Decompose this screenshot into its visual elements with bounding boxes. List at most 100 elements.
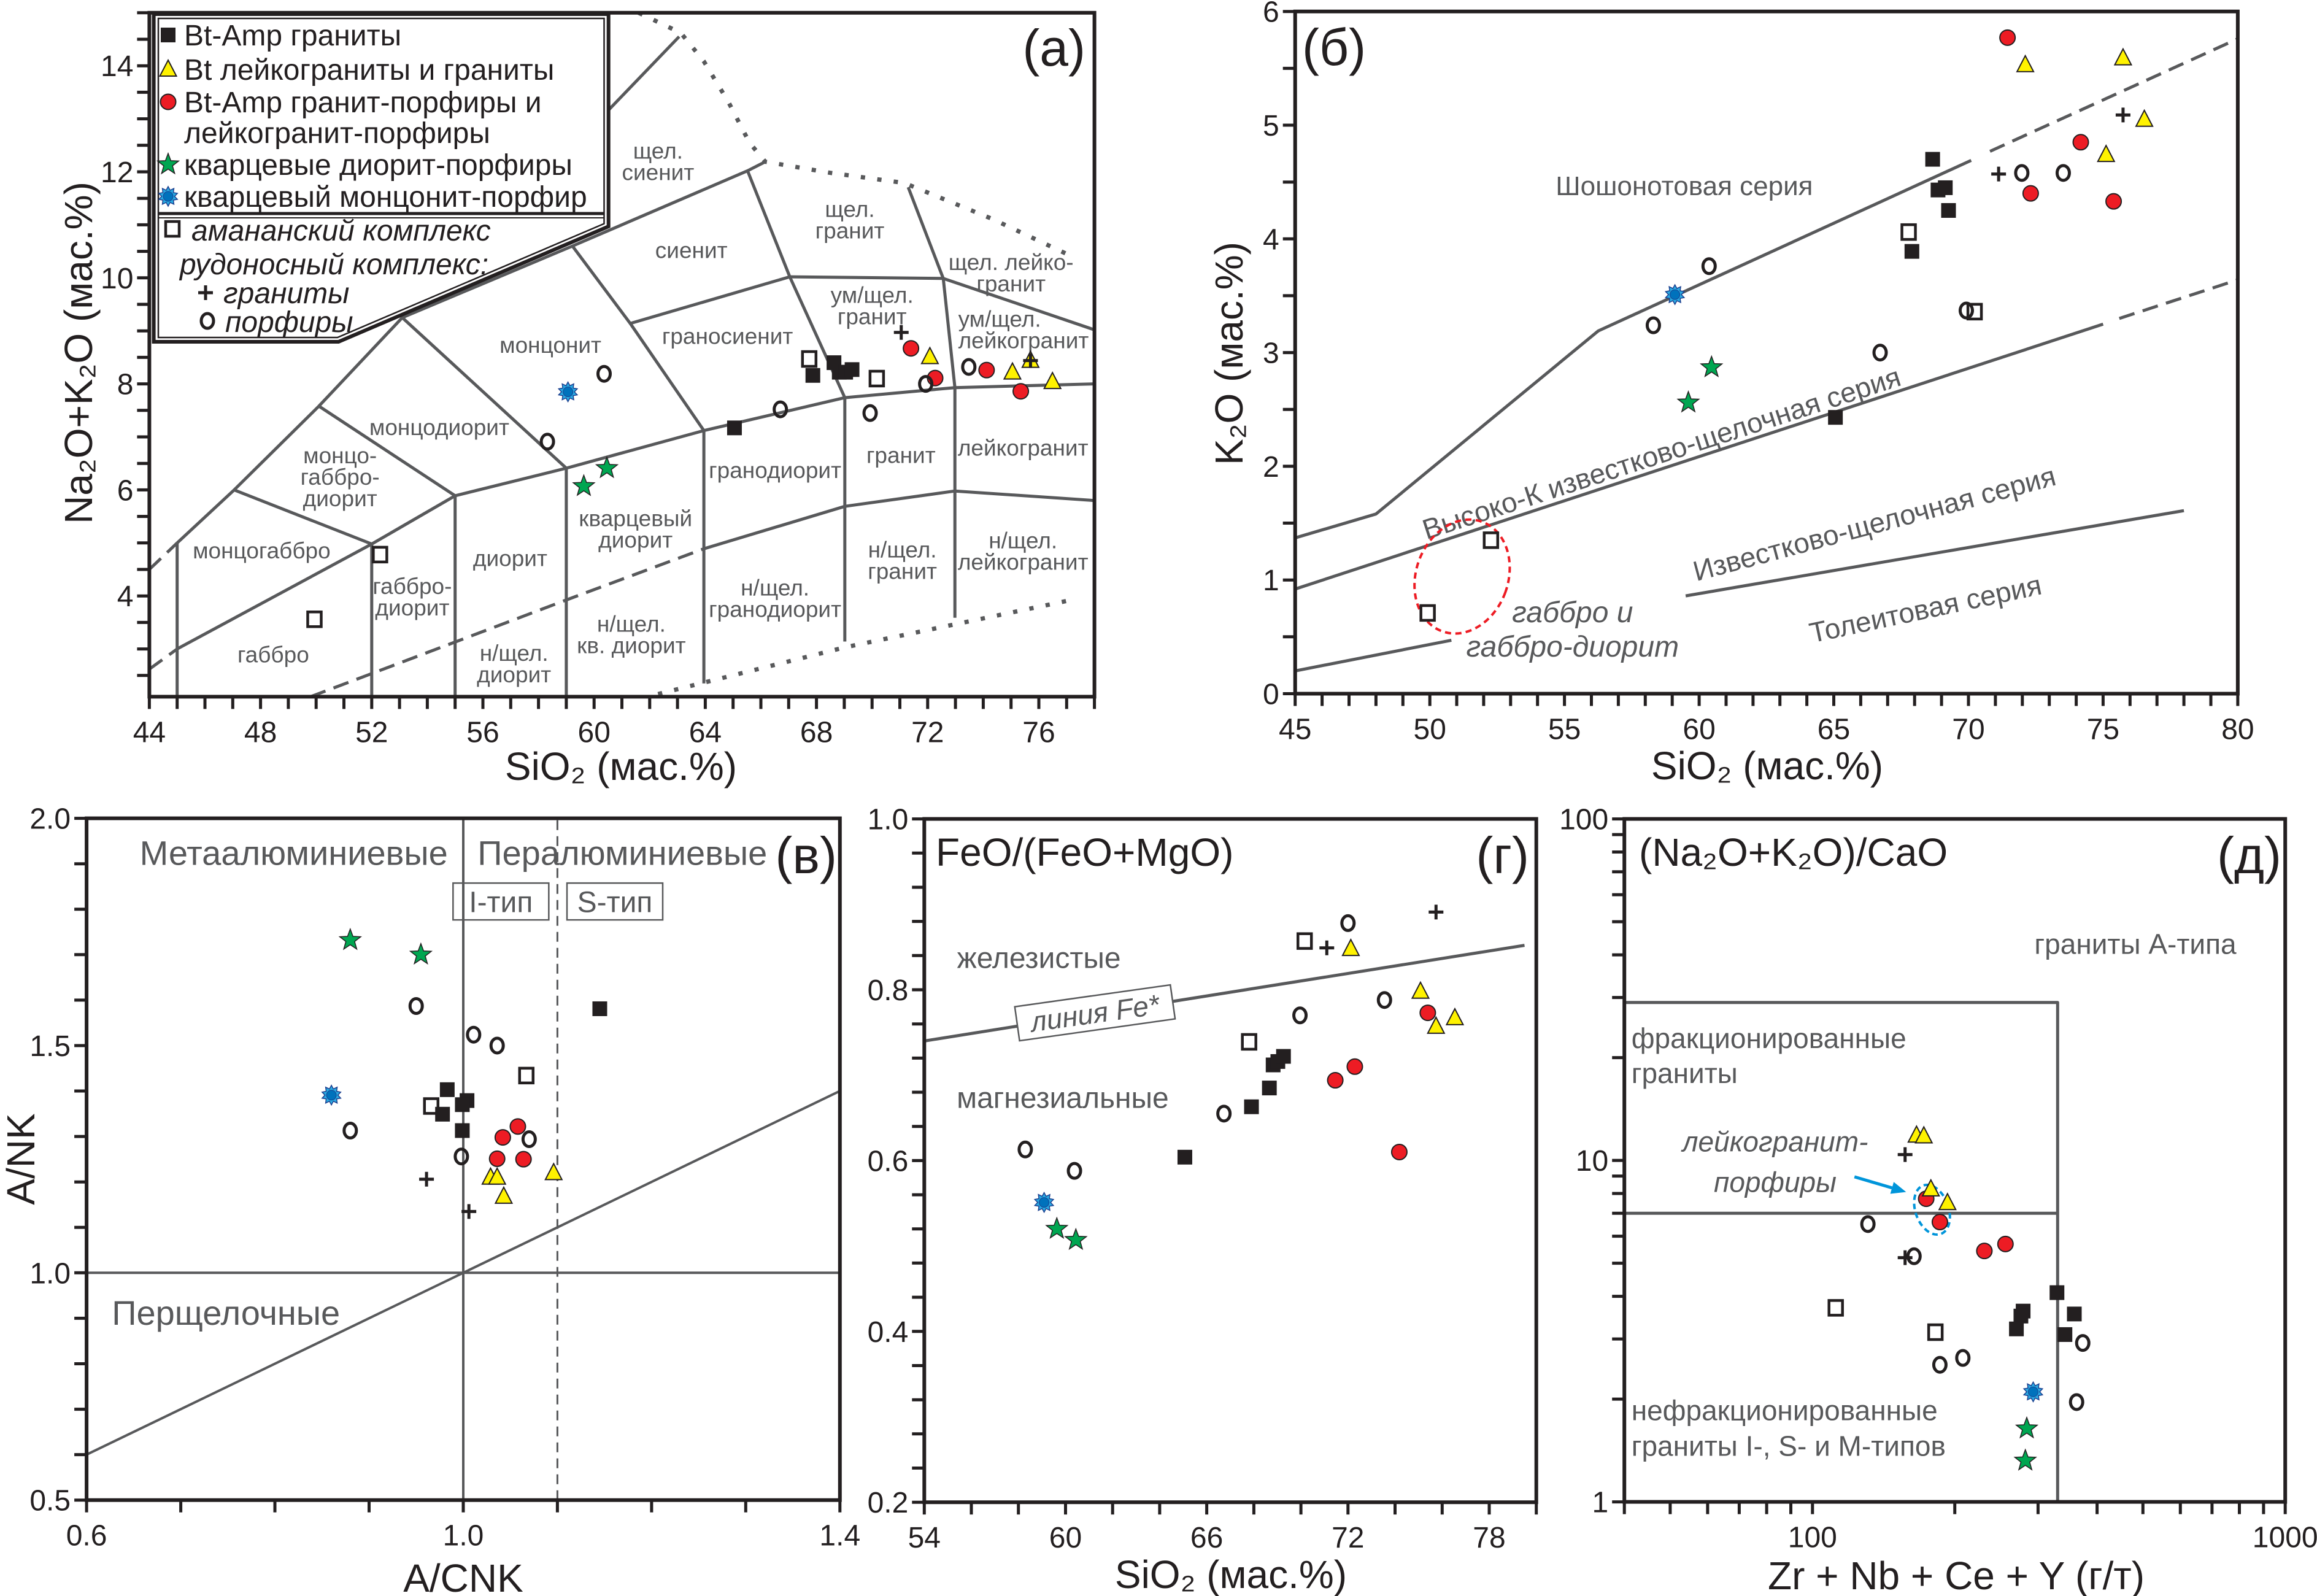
- field-label-text: порфиры: [1714, 1166, 1837, 1198]
- field-label-a-moderate-alk-granite: ум/щел.гранит: [831, 283, 914, 330]
- field-label-text: щел.: [825, 197, 874, 222]
- y-tick-label: 0: [1263, 679, 1279, 711]
- field-label-text: граносиенит: [662, 323, 793, 349]
- field-label-text: сиенит: [622, 160, 695, 185]
- data-point-bt-amp-porphyry: [1999, 29, 2016, 46]
- data-point-ore-porphyry: [1701, 257, 1717, 276]
- x-tick-label: 65: [1818, 714, 1850, 746]
- panel-label: (б): [1302, 18, 1366, 76]
- field-label-text: н/щел.: [741, 576, 809, 601]
- data-point-amanan: [1482, 531, 1500, 549]
- data-point-bt-leucogranite: [544, 1162, 563, 1181]
- data-point-bt-amp-granite: [805, 368, 820, 383]
- field-label-a-low-alk-qtz-diorite: н/щел.кв. диорит: [577, 611, 685, 658]
- data-point-ore-porphyry: [1645, 316, 1661, 334]
- series-bt-leucogranite: [481, 1162, 563, 1204]
- legend-label-continuation: лейкогранит-порфиры: [184, 117, 490, 150]
- field-label-peraluminous: Пералюминиевые: [477, 833, 767, 872]
- x-axis-title: SiO₂ (мас.%): [505, 744, 737, 788]
- series-qtz-diorite-porphyry: [1045, 1216, 1088, 1251]
- data-point-bt-leucogranite: [1914, 1125, 1933, 1144]
- data-point-bt-amp-porphyry: [2105, 193, 2122, 210]
- field-label-text: габбро-диорит: [1467, 631, 1679, 663]
- y-tick-label: 1: [1263, 565, 1279, 597]
- data-point-bt-amp-granite: [1177, 1149, 1192, 1165]
- y-tick-label: 1.0: [29, 1257, 71, 1290]
- data-point-ore-porphyry: [2075, 1334, 2091, 1352]
- field-label-text: гранит: [866, 443, 936, 468]
- data-point-bt-amp-porphyry: [1976, 1243, 1993, 1260]
- legend-label: Bt лейкограниты и граниты: [184, 54, 554, 87]
- data-point-bt-leucogranite: [1043, 371, 1062, 390]
- legend-marker-bt-amp-porphyry-icon: [160, 93, 177, 110]
- data-point-bt-amp-porphyry: [509, 1118, 526, 1135]
- series-ore-porphyry: [1017, 914, 1392, 1180]
- series-qtz-diorite-porphyry: [338, 927, 433, 965]
- field-label-a-granodiorite: гранодиорит: [709, 458, 841, 483]
- data-point-bt-amp-granite: [1904, 244, 1919, 259]
- x-axis-title: SiO₂ (мас.%): [1115, 1552, 1347, 1596]
- y-tick-label: 0.5: [29, 1485, 71, 1517]
- data-point-bt-amp-granite: [2057, 1327, 2073, 1342]
- data-point-qtz-diorite-porphyry: [1064, 1227, 1088, 1251]
- data-point-bt-leucogranite: [1445, 1007, 1465, 1025]
- field-label-text: щел. лейко-: [949, 250, 1074, 275]
- x-tick-label: 72: [911, 716, 944, 749]
- field-label-text: габбро-: [301, 465, 380, 490]
- series-ore-granite: [893, 325, 1038, 368]
- field-label-a-low-alk-diorite: н/щел.диорит: [477, 641, 551, 687]
- data-point-ore-porphyry: [521, 1130, 537, 1149]
- x-tick-label: 64: [689, 716, 722, 749]
- y-tick-label: 6: [117, 474, 134, 507]
- field-label-a-granosyenite: граносиенит: [662, 323, 793, 349]
- data-point-bt-amp-porphyry: [515, 1151, 532, 1168]
- legend-symbol-bt-amp-granite: [161, 28, 175, 42]
- data-point-ore-porphyry: [1216, 1104, 1232, 1123]
- legend-marker-bt-leucogranite-icon: [158, 58, 178, 77]
- field-label-text: н/щел.: [480, 641, 549, 666]
- field-label-text: Перщелочные: [112, 1293, 340, 1332]
- data-point-ore-porphyry: [342, 1121, 358, 1139]
- data-point-bt-amp-granite: [439, 1082, 455, 1097]
- arrow-shaft: [1854, 1175, 1893, 1190]
- data-point-ore-porphyry: [1376, 991, 1392, 1009]
- x-tick-label: 60: [1049, 1522, 1082, 1554]
- axis-ticks: 100 1000 1 10 100: [1559, 804, 2317, 1554]
- panel-title: (Na₂O+K₂O)/CaO: [1639, 830, 1948, 874]
- field-label-a-alk-leucogranite: щел. лейко-гранит: [949, 250, 1074, 296]
- y-tick-label: 0.4: [868, 1316, 909, 1349]
- field-label-text: Метаалюминиевые: [140, 833, 448, 872]
- field-label-text: Шошонотовая серия: [1556, 171, 1813, 201]
- series-qtz-monzonite-porphyry: [557, 381, 579, 403]
- y-tick-label: 1: [1592, 1487, 1608, 1519]
- data-point-bt-amp-granite: [2067, 1306, 2082, 1322]
- field-boundary-solid: [401, 316, 568, 469]
- field-label-text: сиенит: [655, 237, 728, 263]
- data-point-amanan: [306, 611, 323, 628]
- panel-label: (д): [2217, 827, 2281, 884]
- data-point-bt-leucogranite: [920, 346, 939, 364]
- data-point-bt-leucogranite: [1411, 981, 1430, 999]
- legend-label: Bt-Amp граниты: [184, 20, 401, 52]
- data-point-bt-amp-granite: [844, 362, 860, 377]
- data-point-ore-porphyry: [408, 997, 424, 1016]
- series-bt-amp-granite: [435, 1001, 607, 1138]
- data-point-bt-amp-granite: [435, 1106, 450, 1122]
- field-label-text: железистые: [957, 942, 1121, 974]
- field-label-text: магнезиальные: [957, 1082, 1169, 1115]
- series-ore-granite: [1319, 904, 1444, 955]
- x-tick-label: 100: [1788, 1522, 1837, 1554]
- data-point-bt-amp-porphyry: [1390, 1143, 1408, 1160]
- data-point-ore-porphyry: [1340, 914, 1356, 932]
- series-ore-granite: [419, 1171, 477, 1219]
- field-label-text: диорит: [598, 527, 673, 552]
- field-label-text: лейкогранит: [958, 328, 1089, 353]
- data-point-amanan: [423, 1097, 440, 1115]
- data-point-amanan: [1827, 1299, 1844, 1317]
- x-axis-title: A/CNK: [403, 1556, 523, 1596]
- data-point-bt-leucogranite: [488, 1166, 507, 1185]
- data-point-bt-leucogranite: [1003, 361, 1022, 380]
- data-point-bt-amp-granite: [455, 1123, 470, 1138]
- data-point-bt-amp-porphyry: [978, 361, 995, 379]
